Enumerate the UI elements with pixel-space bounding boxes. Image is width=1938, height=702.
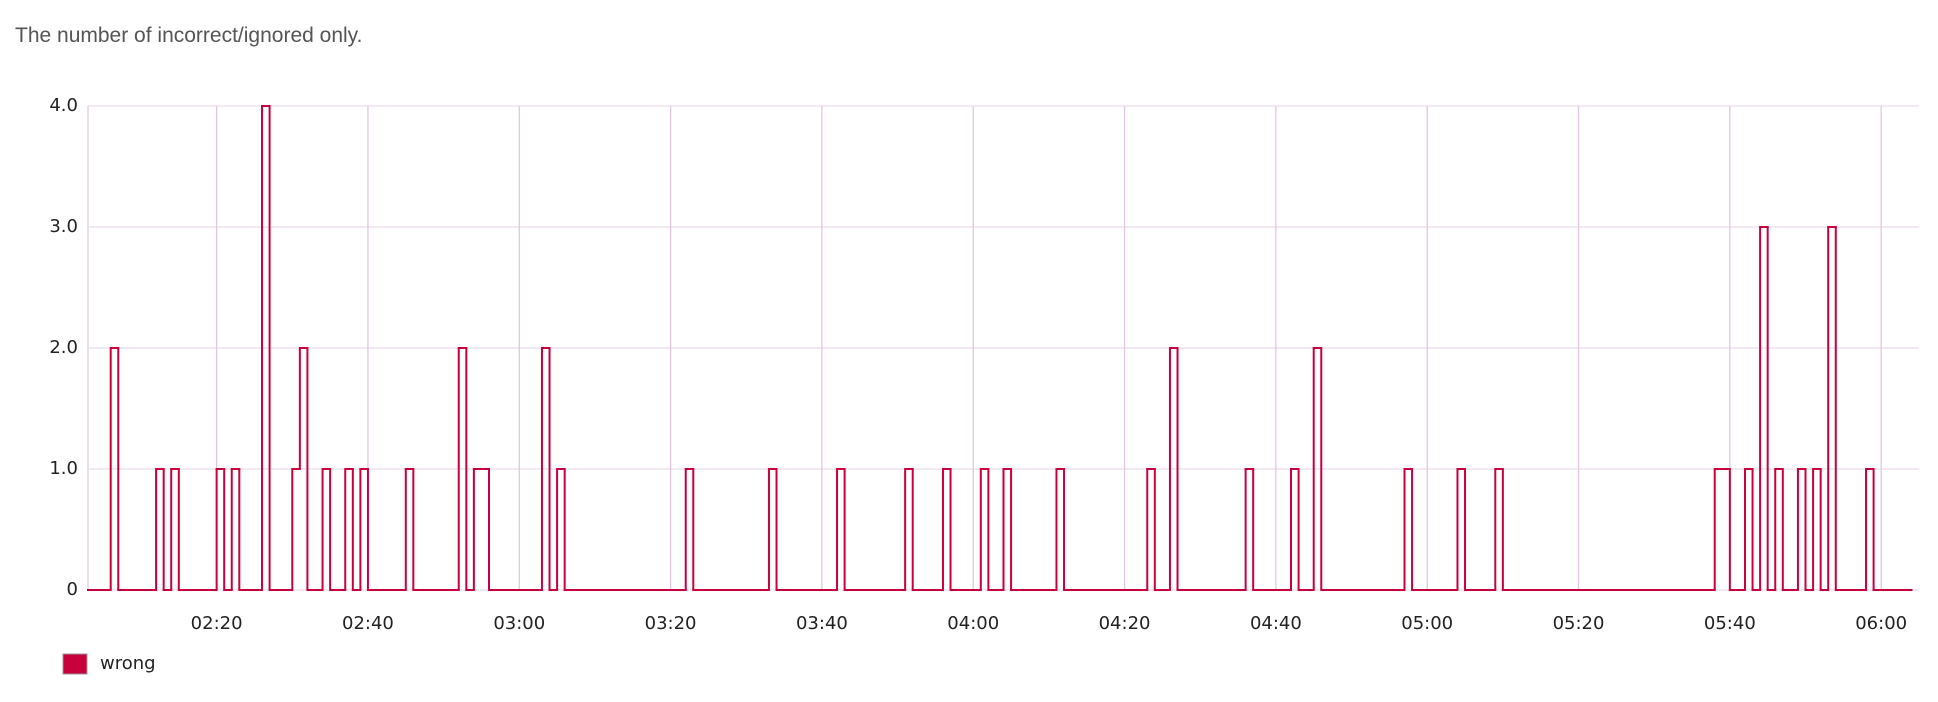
x-tick-label: 05:40 xyxy=(1704,613,1756,634)
x-tick-label: 04:20 xyxy=(1099,613,1151,634)
x-tick-label: 05:00 xyxy=(1401,613,1453,634)
y-tick-label: 2.0 xyxy=(49,337,78,358)
x-tick-label: 06:00 xyxy=(1855,613,1907,634)
y-tick-label: 1.0 xyxy=(49,458,78,479)
legend-label: wrong xyxy=(100,653,156,674)
y-tick-label: 4.0 xyxy=(49,95,78,116)
legend-swatch xyxy=(62,653,88,675)
x-tick-label: 03:00 xyxy=(493,613,545,634)
x-tick-label: 03:20 xyxy=(645,613,697,634)
y-tick-label: 3.0 xyxy=(49,216,78,237)
x-tick-label: 04:40 xyxy=(1250,613,1302,634)
x-tick-label: 05:20 xyxy=(1553,613,1605,634)
x-tick-label: 03:40 xyxy=(796,613,848,634)
x-tick-label: 02:40 xyxy=(342,613,394,634)
x-tick-label: 02:20 xyxy=(191,613,243,634)
x-tick-label: 04:00 xyxy=(947,613,999,634)
y-tick-label: 0 xyxy=(67,579,78,600)
chart-title: The number of incorrect/ignored only. xyxy=(15,24,363,47)
